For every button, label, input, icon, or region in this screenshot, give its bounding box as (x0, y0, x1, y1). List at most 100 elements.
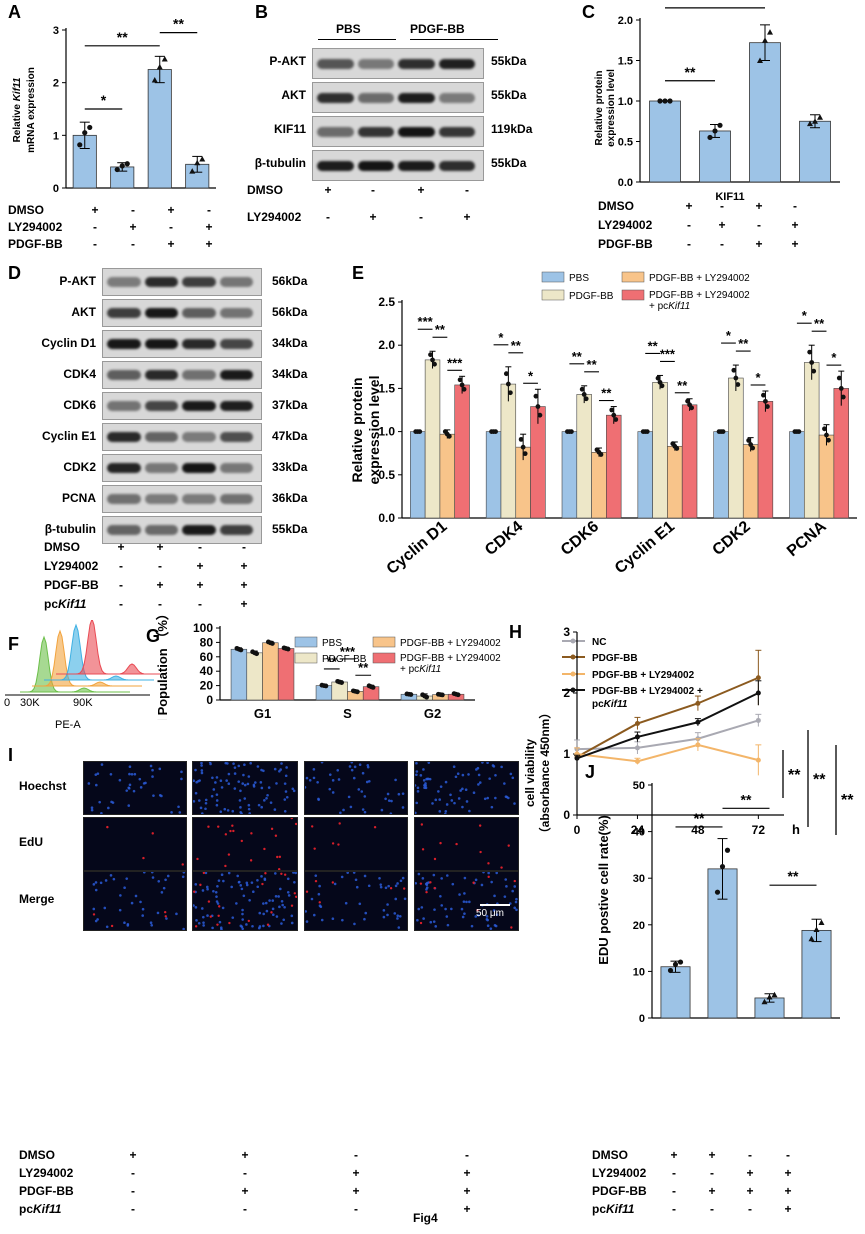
nucleus-dot (452, 765, 456, 769)
y-tick-label: 0.5 (618, 137, 633, 149)
nucleus-dot (394, 884, 398, 888)
condition-cell: + (241, 1184, 249, 1198)
data-point (685, 398, 690, 404)
nucleus-dot (444, 780, 448, 784)
data-point (634, 745, 640, 751)
nucleus-dot (340, 875, 344, 879)
nucleus-dot (427, 881, 430, 884)
nucleus-dot (210, 794, 214, 798)
sig-mark: * (756, 370, 762, 385)
edu-dot (202, 871, 206, 875)
micrograph-row-label: Merge (19, 892, 55, 906)
y-tick-label: 0.0 (378, 511, 395, 525)
legend-g-ly: PDGF-BB + LY294002 (400, 638, 501, 649)
data-point (352, 688, 358, 694)
sig-mark: * (528, 368, 534, 383)
nucleus-dot (492, 909, 496, 912)
nucleus-dot (503, 895, 507, 898)
data-point (762, 37, 768, 43)
blot-strip (102, 423, 262, 451)
nucleus-dot (192, 800, 196, 803)
nucleus-dot (87, 782, 91, 785)
x-tick-label: CDK2 (710, 518, 754, 559)
edu-dot (290, 904, 294, 907)
nucleus-dot (197, 921, 201, 925)
nucleus-dot (429, 920, 433, 924)
nucleus-dot (251, 924, 254, 928)
nucleus-dot (123, 921, 126, 925)
condition-row-label: LY294002 (8, 220, 63, 234)
condition-row-label: DMSO (598, 199, 634, 213)
nucleus-dot (495, 871, 499, 875)
nucleus-dot (492, 765, 496, 768)
edu-dot (479, 850, 482, 854)
panel-label-e: E (352, 263, 365, 283)
nucleus-dot (446, 874, 449, 877)
nucleus-dot (211, 776, 214, 780)
bar (749, 42, 781, 183)
nucleus-dot (282, 918, 286, 922)
blot-band (398, 92, 435, 103)
nucleus-dot (262, 902, 265, 905)
sig-mark: ** (814, 316, 825, 331)
panel-f-histogram: 0 30K 90K (4, 620, 160, 709)
micrograph-tile (83, 761, 187, 815)
nucleus-dot (125, 877, 129, 880)
blot-band (182, 370, 216, 380)
data-point (522, 451, 528, 457)
blot-band (219, 463, 253, 473)
blot-kda-label: 56kDa (272, 305, 308, 319)
x-unit-label: h (792, 822, 800, 835)
nucleus-dot (233, 787, 237, 790)
data-point (794, 429, 800, 434)
nucleus-dot (194, 791, 198, 795)
nucleus-dot (138, 777, 142, 781)
nucleus-dot (440, 877, 443, 880)
nucleus-dot (398, 914, 402, 918)
nucleus-dot (262, 769, 265, 773)
blot-band (357, 58, 394, 69)
nucleus-dot (239, 924, 243, 928)
edu-dot (313, 847, 316, 850)
nucleus-dot (483, 797, 487, 801)
nucleus-dot (494, 773, 497, 777)
nucleus-dot (416, 790, 420, 793)
blot-band-label: CDK6 (63, 398, 96, 412)
nucleus-dot (420, 906, 424, 909)
x-tick-label: 72 (752, 823, 766, 835)
data-point (836, 375, 842, 381)
nucleus-dot (280, 899, 284, 903)
sig-mark: ** (841, 792, 854, 809)
micrograph-tile (192, 871, 298, 931)
nucleus-dot (226, 809, 230, 812)
condition-cell: + (708, 1148, 716, 1162)
y-tick-label: 0.5 (378, 468, 395, 482)
x-tick-label: 48 (691, 823, 705, 835)
condition-cell: + (129, 220, 137, 234)
y-tick-label: 2 (53, 78, 59, 90)
nucleus-dot (415, 801, 419, 805)
sig-mark: ** (601, 386, 612, 401)
nucleus-dot (262, 924, 265, 928)
nucleus-dot (364, 911, 368, 915)
nucleus-dot (312, 768, 316, 771)
data-point (763, 398, 768, 404)
condition-cell: + (205, 220, 213, 234)
nucleus-dot (110, 800, 113, 804)
nucleus-dot (275, 915, 279, 918)
nucleus-dot (134, 894, 138, 898)
bar (230, 648, 248, 701)
condition-cell: + (791, 218, 799, 232)
blot-band (144, 463, 178, 473)
condition-cell: + (91, 203, 99, 217)
nucleus-dot (286, 877, 290, 881)
data-point (406, 691, 412, 697)
panel-label-a: A (8, 2, 21, 22)
panel-a-ylabel-2: mRNA expression (26, 67, 37, 153)
panel-e-legend: PBS PDGF-BB PDGF-BB + LY294002 PDGF-BB +… (541, 271, 750, 312)
edu-dot (419, 921, 423, 925)
nucleus-dot (450, 799, 454, 802)
nucleus-dot (237, 764, 241, 768)
nucleus-dot (271, 899, 275, 902)
nucleus-dot (353, 765, 357, 769)
